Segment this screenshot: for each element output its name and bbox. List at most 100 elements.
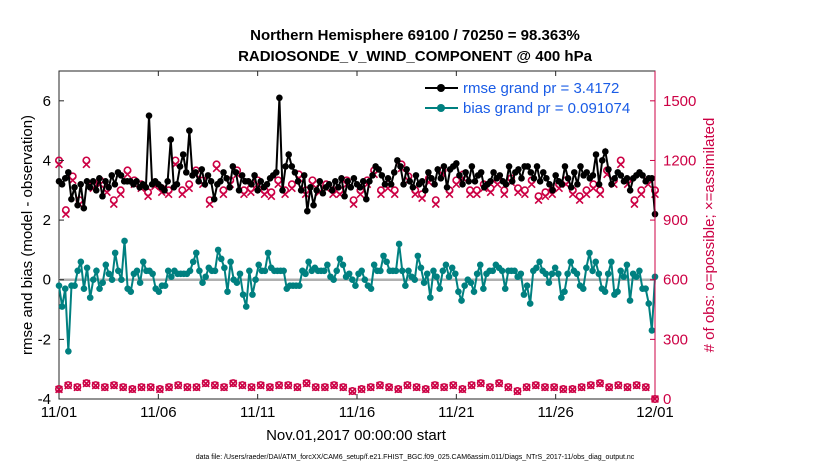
y-right-tick-label: 300 xyxy=(663,331,688,348)
rmse-point xyxy=(589,172,597,179)
rmse-point xyxy=(96,175,103,182)
bias-point xyxy=(127,288,135,295)
rmse-point xyxy=(543,175,550,182)
rmse-point xyxy=(378,172,386,179)
bias-point xyxy=(427,294,434,301)
rmse-point xyxy=(111,181,119,188)
bias-point xyxy=(511,267,518,275)
rmse-point xyxy=(192,169,199,176)
rmse-point xyxy=(592,151,600,158)
bias-point xyxy=(414,252,422,260)
bias-point xyxy=(133,267,141,275)
bias-point xyxy=(554,270,562,278)
rmse-point xyxy=(254,186,261,194)
rmse-point xyxy=(201,181,209,188)
obs-possible-marker xyxy=(128,385,137,394)
bias-point xyxy=(458,297,465,304)
obs-possible-marker xyxy=(247,383,256,392)
obs-assimilated-marker xyxy=(366,383,375,392)
rmse-point xyxy=(648,175,656,182)
obs-assimilated-marker xyxy=(144,192,153,201)
bias-point xyxy=(149,270,156,278)
obs-assimilated-marker xyxy=(302,379,311,388)
rmse-point xyxy=(577,163,584,170)
rmse-point xyxy=(468,163,476,170)
obs-assimilated-marker xyxy=(348,387,357,396)
bias-point xyxy=(608,258,615,266)
rmse-point xyxy=(238,172,246,179)
obs-assimilated-marker xyxy=(421,385,430,394)
obs-possible-marker xyxy=(476,379,485,388)
bias-point xyxy=(214,246,222,254)
obs-assimilated-marker xyxy=(586,381,595,390)
bias-point xyxy=(558,294,565,301)
rmse-point xyxy=(176,163,184,170)
bias-point xyxy=(642,285,649,292)
legend-rmse-label: rmse grand pr = 3.4172 xyxy=(463,80,619,97)
rmse-point xyxy=(564,175,572,182)
bias-point xyxy=(517,270,525,278)
rmse-point xyxy=(142,183,150,191)
obs-assimilated-marker xyxy=(192,383,201,392)
obs-possible-marker xyxy=(229,379,238,388)
rmse-point xyxy=(595,181,603,188)
rmse-point xyxy=(533,163,541,170)
obs-possible-marker xyxy=(375,381,384,390)
bias-point xyxy=(65,347,72,355)
y-left-tick-label: 4 xyxy=(43,152,51,169)
obs-assimilated-marker xyxy=(185,184,194,193)
bias-point xyxy=(58,303,66,310)
rmse-point xyxy=(145,112,153,120)
obs-assimilated-marker xyxy=(418,194,427,203)
x-tick-label: 12/01 xyxy=(636,404,674,421)
bias-point xyxy=(352,282,359,289)
rmse-point xyxy=(403,166,410,173)
bias-point xyxy=(526,300,534,307)
obs-assimilated-marker xyxy=(349,200,358,209)
rmse-point xyxy=(133,178,140,185)
legend-rmse-marker xyxy=(437,84,445,92)
bias-point xyxy=(411,276,419,284)
rmse-point xyxy=(505,163,513,170)
rmse-point xyxy=(605,166,612,173)
bias-point xyxy=(71,282,78,289)
obs-assimilated-marker xyxy=(575,196,584,205)
rmse-point xyxy=(251,172,258,179)
obs-possible-marker xyxy=(513,387,522,396)
rmse-point xyxy=(421,186,429,194)
obs-assimilated-marker xyxy=(527,180,536,189)
obs-assimilated-marker xyxy=(534,196,543,205)
bias-point xyxy=(545,279,553,287)
bias-point xyxy=(370,261,378,269)
bias-point xyxy=(476,261,484,269)
obs-possible-marker xyxy=(458,385,467,394)
obs-assimilated-marker xyxy=(229,379,238,388)
bias-point xyxy=(264,249,272,257)
obs-possible-marker xyxy=(485,383,494,392)
obs-possible-marker xyxy=(82,379,91,388)
bias-point xyxy=(345,270,353,278)
rmse-point xyxy=(453,160,460,167)
obs-assimilated-marker xyxy=(641,383,650,392)
rmse-point xyxy=(58,181,66,188)
obs-possible-marker xyxy=(385,383,394,392)
rmse-point xyxy=(406,178,414,185)
bias-point xyxy=(302,270,309,278)
y-right-tick-label: 1500 xyxy=(663,93,696,110)
rmse-point xyxy=(313,186,320,194)
rmse-point xyxy=(626,186,634,194)
obs-assimilated-marker xyxy=(109,200,118,209)
rmse-point xyxy=(381,181,389,188)
obs-possible-marker xyxy=(504,383,513,392)
rmse-point xyxy=(304,207,311,215)
rmse-point xyxy=(390,169,398,176)
bias-point xyxy=(573,270,581,278)
obs-possible-marker xyxy=(146,383,155,392)
rmse-point xyxy=(561,163,569,170)
obs-possible-marker xyxy=(302,379,311,388)
bias-point xyxy=(614,288,621,295)
obs-assimilated-marker xyxy=(155,385,164,394)
bias-point xyxy=(392,267,400,275)
bias-point xyxy=(523,282,531,289)
rmse-point xyxy=(440,163,448,170)
